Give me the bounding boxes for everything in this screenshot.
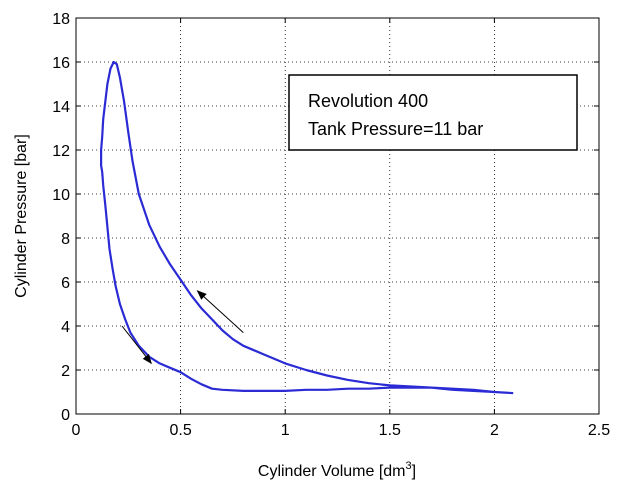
x-tick-label: 2 — [490, 422, 499, 439]
y-tick-label: 0 — [61, 407, 70, 424]
x-tick-label: 0.5 — [169, 422, 191, 439]
x-tick-label: 0 — [72, 422, 81, 439]
y-tick-label: 10 — [52, 187, 70, 204]
ticks: 0 0.5 1 1.5 2 2.5 0 2 4 6 8 10 12 14 16 18 — [52, 11, 610, 439]
y-tick-label: 12 — [52, 143, 70, 160]
y-tick-label: 6 — [61, 275, 70, 292]
annotation-arrows — [121, 290, 244, 365]
x-axis-label: Cylinder Volume [dm3] — [258, 460, 416, 480]
direction-arrow — [196, 290, 244, 333]
y-tick-label: 2 — [61, 363, 70, 380]
y-tick-label: 18 — [52, 11, 70, 28]
x-tick-label: 2.5 — [588, 422, 610, 439]
plot-frame — [75, 17, 600, 415]
series-layer — [99, 60, 514, 395]
annotation-line-1: Revolution 400 — [308, 91, 428, 111]
annotation-line-2: Tank Pressure=11 bar — [308, 119, 483, 139]
x-tick-label: 1.5 — [379, 422, 401, 439]
direction-arrow — [121, 325, 152, 365]
x-tick-label: 1 — [281, 422, 290, 439]
y-tick-label: 16 — [52, 55, 70, 72]
y-axis-label: Cylinder Pressure [bar] — [13, 134, 30, 298]
pv-cycle-line — [99, 60, 514, 395]
annotation-box: Revolution 400 Tank Pressure=11 bar — [288, 74, 578, 151]
y-tick-label: 8 — [61, 231, 70, 248]
y-tick-label: 4 — [61, 319, 70, 336]
y-tick-label: 14 — [52, 99, 70, 116]
